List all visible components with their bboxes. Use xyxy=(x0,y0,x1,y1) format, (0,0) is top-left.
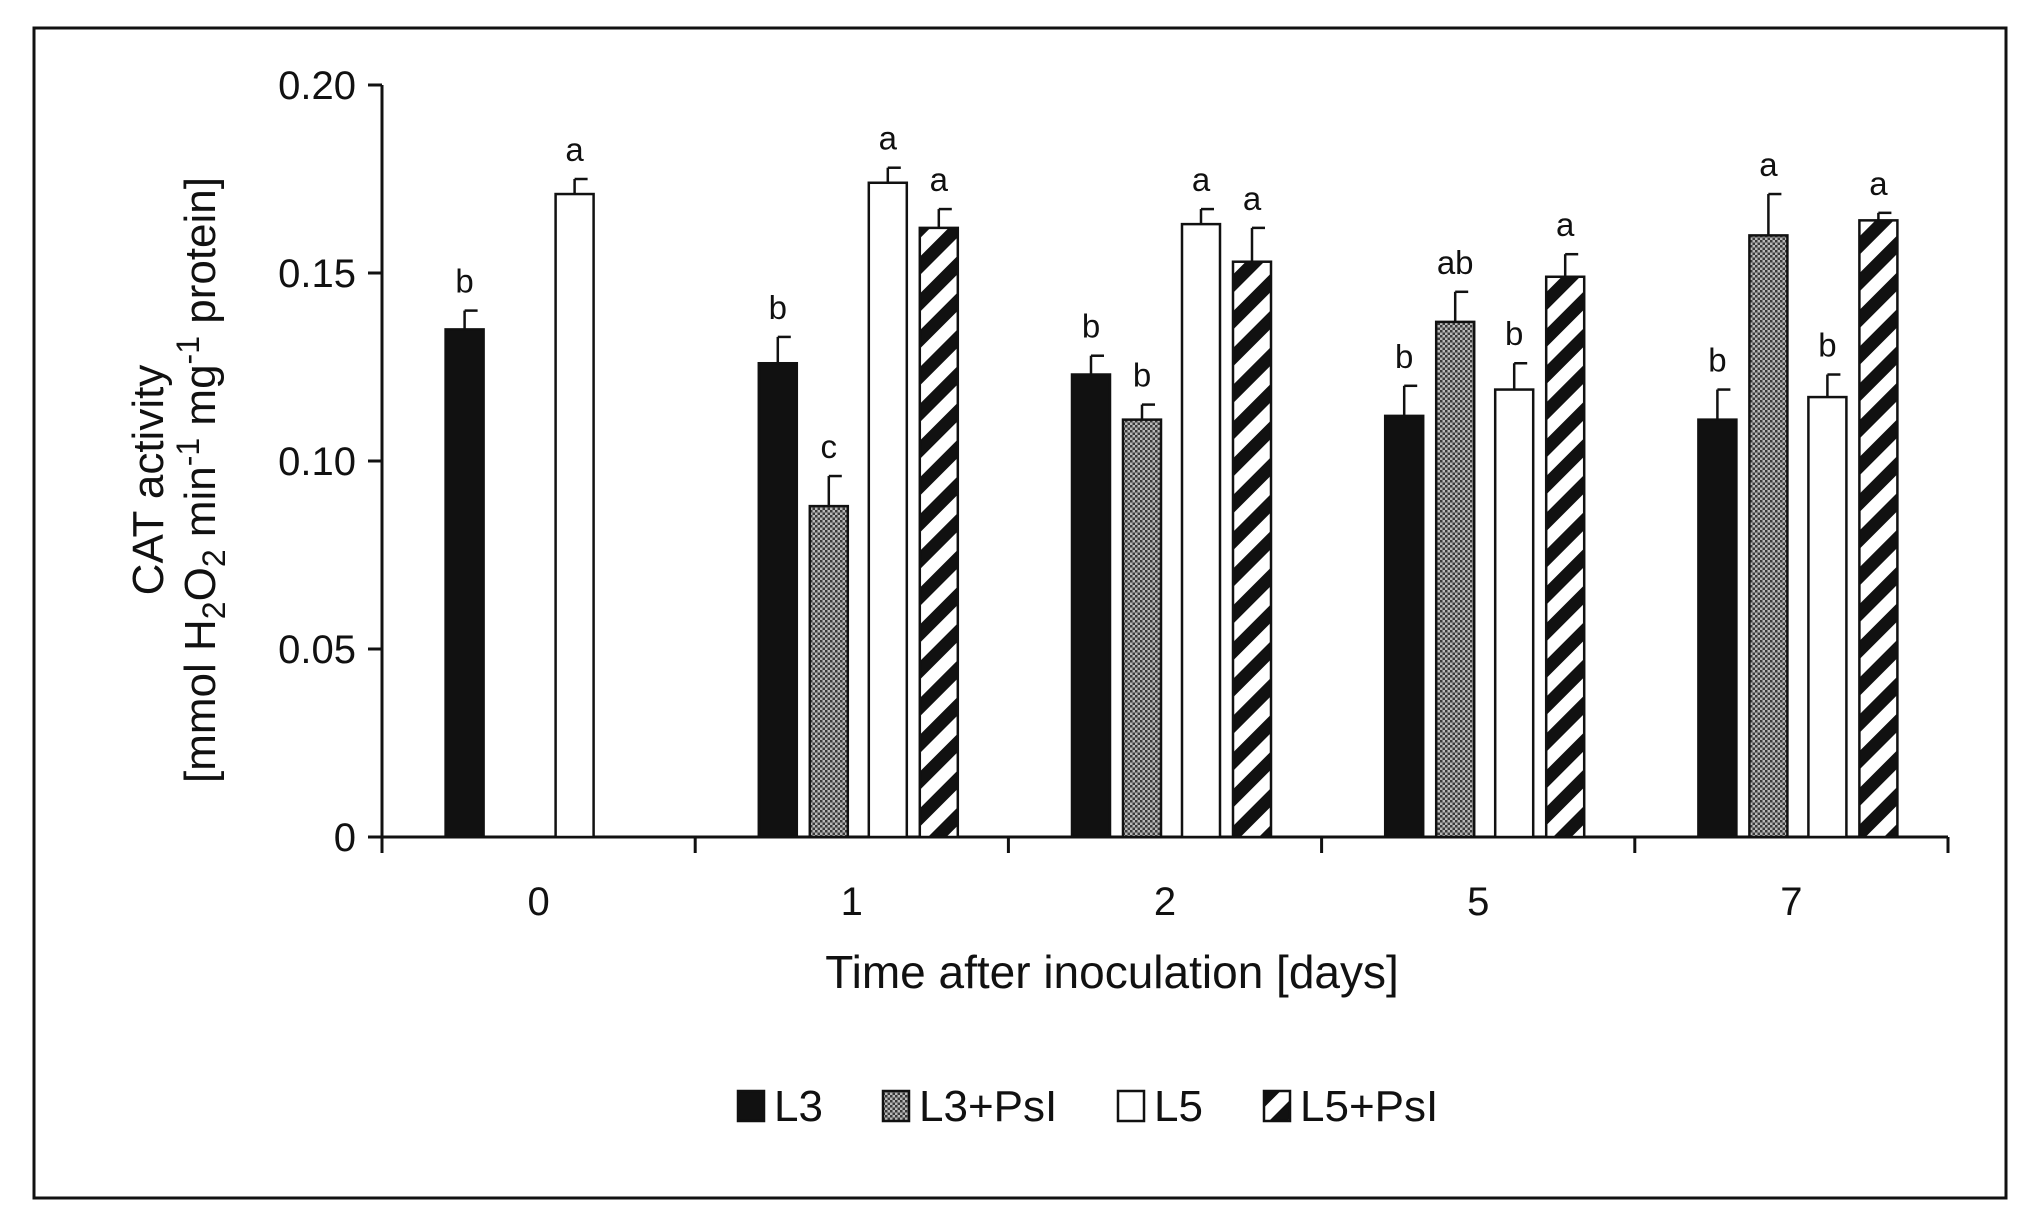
bar-l5-psi xyxy=(1231,260,1273,839)
bar-l5-psi xyxy=(1858,219,1899,839)
x-axis-title: Time after inoculation [days] xyxy=(825,946,1399,998)
y-axis-title-part: min xyxy=(176,466,225,549)
y-axis-title-part: -1 xyxy=(170,336,206,364)
significance-label: a xyxy=(565,131,584,168)
significance-label: b xyxy=(769,289,787,326)
x-tick-label: 2 xyxy=(1154,880,1176,924)
x-tick-label: 1 xyxy=(841,880,863,924)
bar-l3-psi xyxy=(1434,320,1476,839)
x-tick-label: 7 xyxy=(1780,880,1802,924)
significance-label: b xyxy=(1818,327,1836,364)
significance-label: b xyxy=(1082,308,1100,345)
y-axis-title-part: O xyxy=(176,567,225,601)
bar-l5 xyxy=(554,192,595,839)
y-axis-title: CAT activity [mmol H2O2 min-1 mg-1 prote… xyxy=(124,177,232,783)
y-axis-title-part: 2 xyxy=(196,549,232,567)
significance-label: a xyxy=(1243,180,1262,217)
significance-label: a xyxy=(1556,206,1575,243)
y-axis-title-part: 2 xyxy=(196,601,232,619)
bar-l3-psi xyxy=(1748,234,1789,839)
chart-frame xyxy=(32,26,2008,1200)
y-axis-title-part: [mmol H xyxy=(176,619,225,783)
legend-swatch-l5-psi xyxy=(1262,1089,1292,1123)
significance-label: b xyxy=(1708,342,1726,379)
y-axis-title-part: -1 xyxy=(170,438,206,466)
bar-l5 xyxy=(1493,388,1535,839)
significance-label: b xyxy=(1133,357,1151,394)
y-tick-label: 0.20 xyxy=(278,64,356,108)
bar-l5 xyxy=(1807,395,1848,839)
bar-l3 xyxy=(1697,418,1738,839)
significance-label: ab xyxy=(1437,244,1474,281)
bar-l3 xyxy=(1383,414,1425,839)
legend: L3 L3+PsI L5 L5+PsI xyxy=(736,1082,1438,1131)
significance-label: b xyxy=(1505,315,1523,352)
significance-label: a xyxy=(930,161,949,198)
bar-l5 xyxy=(1180,222,1222,839)
bar-l3 xyxy=(444,328,485,839)
x-tick-label: 0 xyxy=(527,880,549,924)
legend-swatch-l3-psi xyxy=(881,1089,911,1123)
significance-label: a xyxy=(1192,161,1211,198)
x-tick-label: 5 xyxy=(1467,880,1489,924)
y-tick-label: 0.15 xyxy=(278,252,356,296)
y-tick-label: 0 xyxy=(334,816,356,860)
y-axis-title-part: mg xyxy=(176,364,225,437)
legend-label-l5: L5 xyxy=(1154,1082,1203,1131)
y-axis-title-line1: CAT activity xyxy=(124,365,173,596)
y-axis-title-part: protein] xyxy=(176,177,225,336)
legend-label-l5-psi: L5+PsI xyxy=(1300,1082,1438,1131)
bar-l3-psi xyxy=(1121,418,1163,839)
significance-label: c xyxy=(821,428,838,465)
significance-label: b xyxy=(1395,338,1413,375)
significance-label: b xyxy=(455,263,473,300)
significance-label: a xyxy=(879,120,898,157)
significance-label: a xyxy=(1759,146,1778,183)
y-axis-title-line2: [mmol H2O2 min-1 mg-1 protein] xyxy=(170,177,232,783)
bar-l3 xyxy=(757,361,799,839)
legend-label-l3-psi: L3+PsI xyxy=(919,1082,1057,1131)
bar-l5-psi xyxy=(918,226,960,839)
legend-label-l3: L3 xyxy=(774,1082,823,1131)
y-tick-label: 0.10 xyxy=(278,440,356,484)
significance-label: a xyxy=(1869,165,1888,202)
bar-l3-psi xyxy=(808,504,850,839)
y-tick-label: 0.05 xyxy=(278,628,356,672)
legend-swatch-l3 xyxy=(736,1089,766,1123)
legend-swatch-l5 xyxy=(1116,1089,1146,1123)
bar-l5 xyxy=(867,181,909,839)
bar-l3 xyxy=(1070,373,1112,839)
bar-l5-psi xyxy=(1544,275,1586,839)
